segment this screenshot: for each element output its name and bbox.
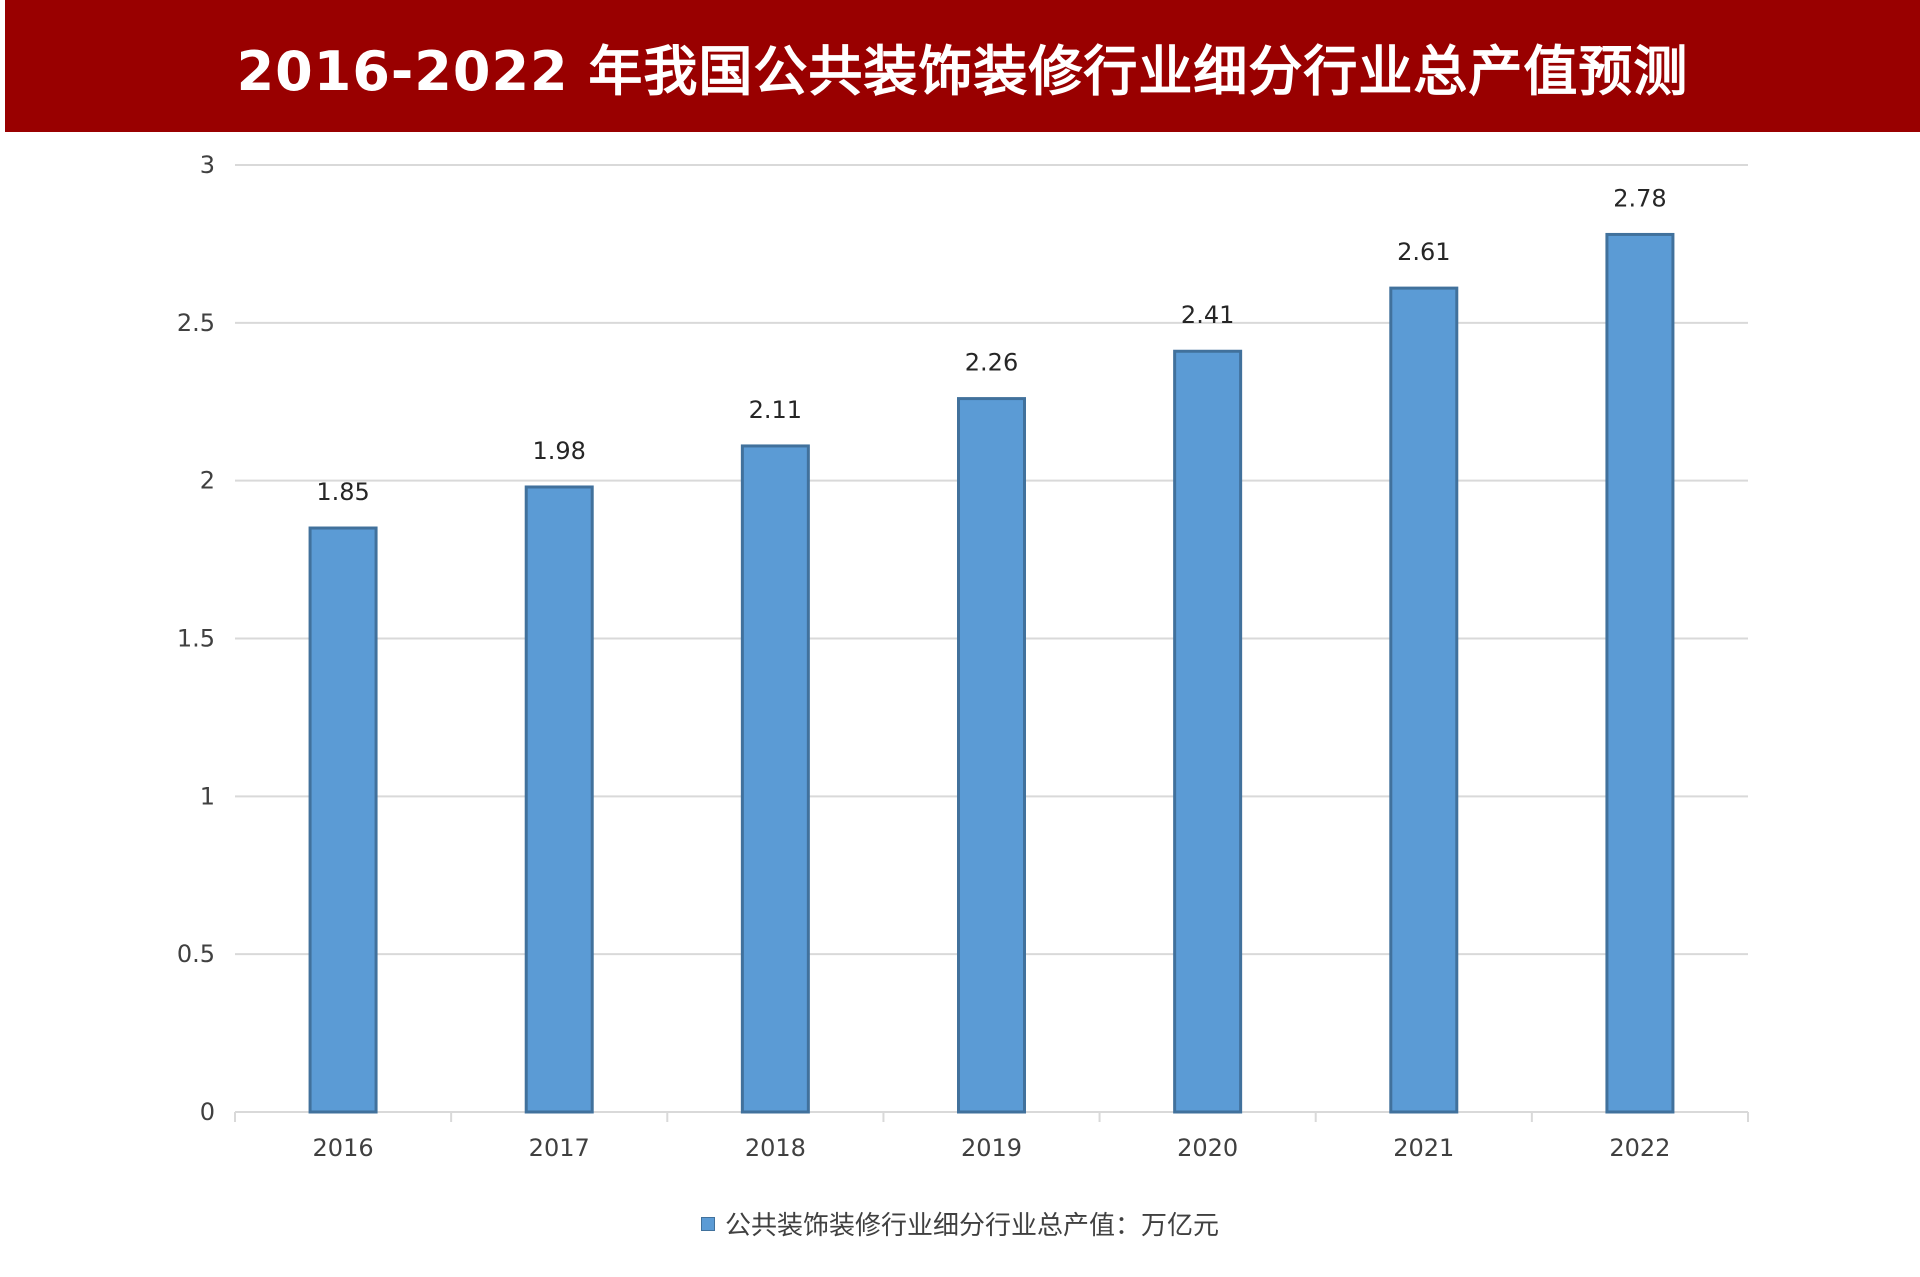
legend: 公共装饰装修行业细分行业总产值：万亿元 (0, 1205, 1920, 1242)
y-tick-label: 0.5 (177, 940, 215, 968)
bar-2022 (1605, 232, 1675, 1114)
bar-2021 (1389, 286, 1459, 1114)
y-tick-label: 2.5 (177, 309, 215, 337)
x-tick-label-2016: 2016 (313, 1134, 374, 1162)
y-tick-label: 2 (200, 467, 215, 495)
x-axis (234, 1111, 1749, 1122)
legend-label: 公共装饰装修行业细分行业总产值：万亿元 (724, 1211, 1219, 1241)
x-axis-labels: 2016 2017 2018 2019 2020 2021 2022 (313, 1134, 1671, 1162)
bars (308, 232, 1675, 1114)
data-label-2016: 1.85 (316, 478, 369, 506)
bar-2020 (1173, 349, 1243, 1114)
x-tick-label-2020: 2020 (1177, 1134, 1238, 1162)
x-tick-label-2019: 2019 (961, 1134, 1022, 1162)
data-label-2020: 2.41 (1181, 301, 1234, 329)
title-bar: 2016-2022 年我国公共装饰装修行业细分行业总产值预测 (5, 0, 1920, 132)
data-label-2017: 1.98 (532, 437, 585, 465)
y-tick-label: 0 (200, 1098, 215, 1126)
x-tick-label-2017: 2017 (529, 1134, 590, 1162)
x-tick-label-2018: 2018 (745, 1134, 806, 1162)
legend-swatch (700, 1216, 715, 1231)
y-tick-label: 1.5 (177, 625, 215, 653)
x-tick-label-2021: 2021 (1393, 1134, 1454, 1162)
y-axis-ticks: 0 0.5 1 1.5 2 2.5 3 (177, 151, 215, 1126)
data-label-2019: 2.26 (965, 349, 1018, 377)
bar-2019 (957, 397, 1026, 1114)
bar-2018 (740, 444, 810, 1114)
y-tick-label: 3 (200, 151, 215, 179)
y-tick-label: 1 (200, 782, 215, 810)
data-label-2021: 2.61 (1397, 238, 1450, 266)
data-labels: 1.85 1.98 2.11 2.26 2.41 2.61 2.78 (316, 184, 1666, 506)
bar-2016 (308, 526, 378, 1114)
bar-2017 (524, 485, 594, 1114)
chart-title: 2016-2022 年我国公共装饰装修行业细分行业总产值预测 (236, 39, 1689, 103)
x-tick-label-2022: 2022 (1609, 1134, 1670, 1162)
data-label-2022: 2.78 (1613, 184, 1666, 212)
data-label-2018: 2.11 (749, 396, 802, 424)
